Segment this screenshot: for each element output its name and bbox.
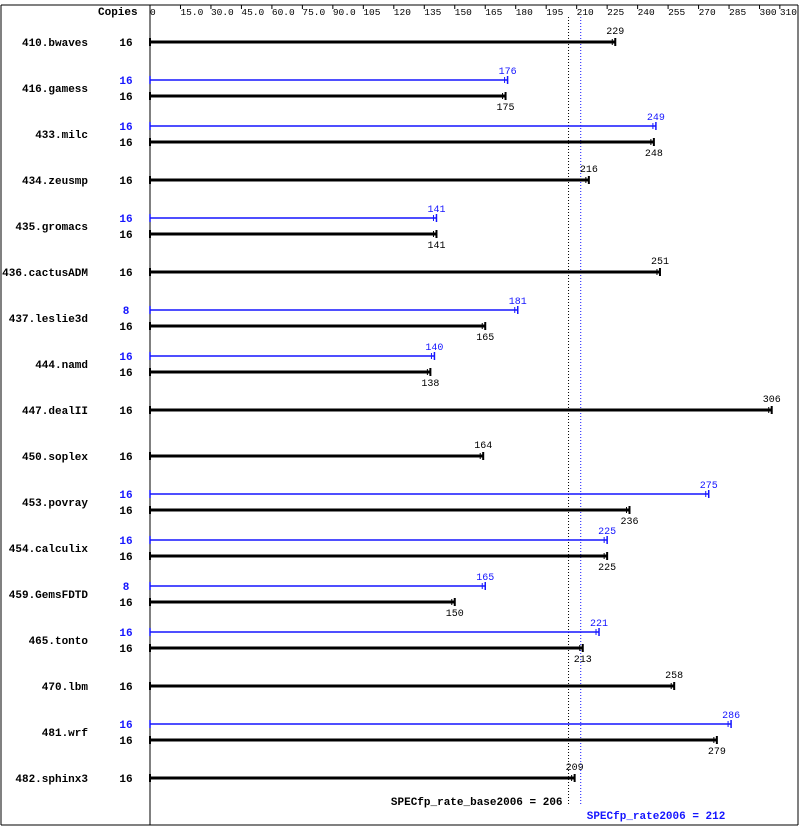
peak-value: 176 — [499, 67, 517, 78]
x-tick-label: 210 — [577, 7, 594, 18]
base-copies: 16 — [119, 268, 132, 280]
chart-svg: Copies 0 15.0 30.0 45.0 60.0 75.0 90.0 105 120 135… — [0, 0, 799, 831]
benchmark-name: 435.gromacs — [15, 222, 88, 234]
x-tick-label: 270 — [699, 7, 716, 18]
benchmark-name: 481.wrf — [42, 728, 89, 740]
base-value: 229 — [606, 27, 624, 38]
benchmark-name: 444.namd — [35, 360, 88, 372]
peak-value: 141 — [427, 205, 445, 216]
base-value: 306 — [763, 395, 781, 406]
benchmark-name: 450.soplex — [22, 452, 88, 464]
peak-value: 181 — [509, 297, 527, 308]
peak-value: 140 — [425, 343, 443, 354]
base-value: 258 — [665, 671, 683, 682]
x-tick-label: 135 — [424, 7, 441, 18]
base-copies: 16 — [119, 552, 132, 564]
base-copies: 16 — [119, 736, 132, 748]
base-copies: 16 — [119, 598, 132, 610]
x-tick-label: 30.0 — [211, 7, 234, 18]
base-value: 216 — [580, 165, 598, 176]
benchmark-name: 436.cactusADM — [2, 268, 88, 280]
x-tick-label: 60.0 — [272, 7, 295, 18]
peak-value: 221 — [590, 619, 608, 630]
x-tick-label: 300 — [760, 7, 777, 18]
x-tick-label: 0 — [150, 7, 156, 18]
copies-header: Copies — [98, 7, 138, 19]
base-copies: 16 — [119, 506, 132, 518]
base-value: 279 — [708, 747, 726, 758]
x-tick-label: 75.0 — [302, 7, 325, 18]
benchmark-name: 416.gamess — [22, 84, 88, 96]
base-value: 141 — [427, 241, 445, 252]
base-value: 165 — [476, 333, 494, 344]
x-tick-label: 105 — [363, 7, 380, 18]
benchmark-name: 453.povray — [22, 498, 88, 510]
base-copies: 16 — [119, 774, 132, 786]
base-value: 209 — [566, 763, 584, 774]
benchmark-name: 454.calculix — [9, 544, 89, 556]
base-value: 225 — [598, 563, 616, 574]
benchmark-name: 459.GemsFDTD — [9, 590, 89, 602]
benchmark-name: 465.tonto — [29, 636, 89, 648]
x-tick-label: 15.0 — [180, 7, 203, 18]
peak-copies: 16 — [119, 122, 132, 134]
reference-label: SPECfp_rate2006 = 212 — [587, 811, 726, 823]
x-tick-label: 90.0 — [333, 7, 356, 18]
base-value: 248 — [645, 149, 663, 160]
base-copies: 16 — [119, 644, 132, 656]
benchmark-name: 410.bwaves — [22, 38, 88, 50]
x-tick-label: 150 — [455, 7, 472, 18]
base-value: 164 — [474, 441, 492, 452]
base-copies: 16 — [119, 682, 132, 694]
benchmark-name: 447.dealII — [22, 406, 88, 418]
x-tick-label: 195 — [546, 7, 563, 18]
base-value: 138 — [421, 379, 439, 390]
base-copies: 16 — [119, 322, 132, 334]
x-tick-label: 225 — [607, 7, 624, 18]
benchmark-name: 437.leslie3d — [9, 314, 88, 326]
spec-rate-chart: Copies 0 15.0 30.0 45.0 60.0 75.0 90.0 105 120 135… — [0, 0, 799, 831]
peak-copies: 16 — [119, 214, 132, 226]
x-tick-label: 240 — [638, 7, 655, 18]
benchmark-name: 482.sphinx3 — [15, 774, 88, 786]
peak-copies: 8 — [123, 582, 130, 594]
peak-value: 249 — [647, 113, 665, 124]
x-tick-label: 255 — [668, 7, 685, 18]
peak-value: 165 — [476, 573, 494, 584]
base-copies: 16 — [119, 368, 132, 380]
benchmark-name: 434.zeusmp — [22, 176, 88, 188]
peak-copies: 16 — [119, 720, 132, 732]
x-tick-label: 180 — [516, 7, 533, 18]
x-tick-label: 165 — [485, 7, 502, 18]
peak-copies: 16 — [119, 352, 132, 364]
peak-copies: 16 — [119, 536, 132, 548]
peak-copies: 16 — [119, 490, 132, 502]
peak-copies: 16 — [119, 628, 132, 640]
peak-value: 275 — [700, 481, 718, 492]
base-copies: 16 — [119, 92, 132, 104]
base-copies: 16 — [119, 38, 132, 50]
base-value: 213 — [574, 655, 592, 666]
x-tick-label: 120 — [394, 7, 411, 18]
x-tick-label: 45.0 — [241, 7, 264, 18]
base-copies: 16 — [119, 230, 132, 242]
base-value: 175 — [497, 103, 515, 114]
base-copies: 16 — [119, 138, 132, 150]
x-tick-label: 285 — [729, 7, 746, 18]
base-copies: 16 — [119, 452, 132, 464]
base-value: 150 — [446, 609, 464, 620]
peak-value: 286 — [722, 711, 740, 722]
peak-copies: 8 — [123, 306, 130, 318]
reference-label: SPECfp_rate_base2006 = 206 — [391, 797, 563, 809]
base-value: 236 — [620, 517, 638, 528]
benchmark-name: 433.milc — [35, 130, 88, 142]
peak-value: 225 — [598, 527, 616, 538]
peak-copies: 16 — [119, 76, 132, 88]
benchmark-name: 470.lbm — [42, 682, 89, 694]
base-copies: 16 — [119, 176, 132, 188]
base-value: 251 — [651, 257, 669, 268]
base-copies: 16 — [119, 406, 132, 418]
x-tick-label: 310 — [780, 7, 797, 18]
